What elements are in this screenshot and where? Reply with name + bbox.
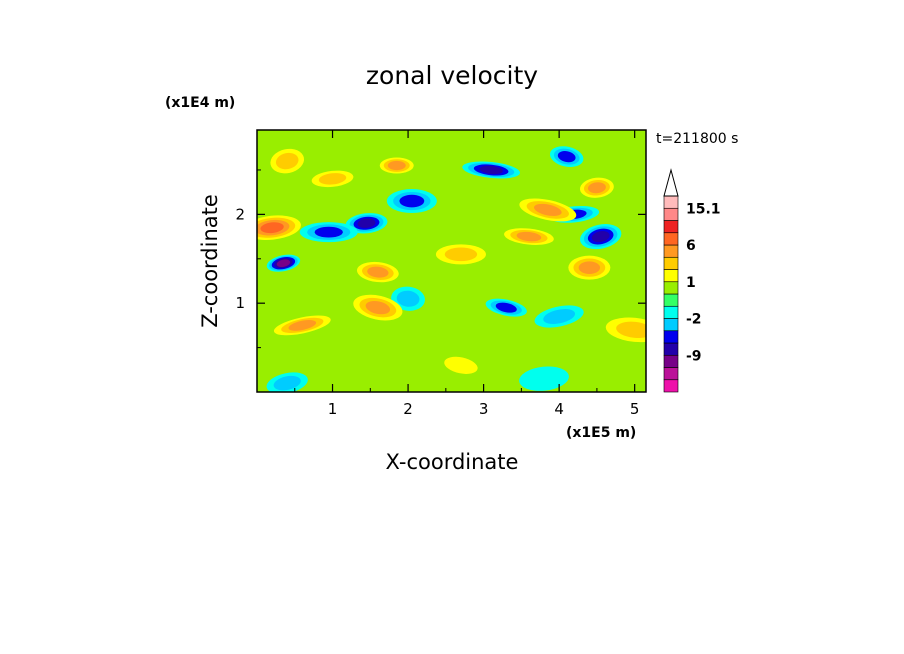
- plot-frame: [256, 129, 647, 393]
- colorbar-swatch: [663, 318, 679, 332]
- contour-feature: [266, 254, 301, 272]
- contour-feature: [386, 189, 437, 214]
- colorbar-extend-arrow: [663, 168, 679, 197]
- contour-band: [495, 302, 517, 313]
- colorbar-swatch: [663, 379, 679, 393]
- contour-feature: [534, 305, 584, 328]
- colorbar-swatch: [663, 354, 679, 368]
- colorbar-swatch: [663, 244, 679, 258]
- colorbar-swatch: [663, 207, 679, 221]
- colorbar-label: 6: [686, 238, 696, 254]
- contour-feature: [266, 372, 308, 392]
- contour-band: [616, 321, 646, 339]
- contour-band: [357, 218, 376, 229]
- contour-feature: [519, 198, 577, 222]
- contour-band: [591, 231, 610, 243]
- contour-band: [557, 151, 576, 163]
- contour-feature: [273, 315, 331, 336]
- colorbar-label: 1: [686, 275, 696, 291]
- contour-band: [365, 300, 391, 315]
- contour-feature: [311, 170, 354, 188]
- contour-feature: [270, 148, 305, 174]
- contour-band: [396, 290, 420, 307]
- contour-band: [273, 375, 301, 391]
- contour-feature: [549, 146, 584, 168]
- y-tick-label: 2: [235, 205, 245, 223]
- x-axis: 1 2 3 4 5: [294, 130, 640, 418]
- contour-feature: [299, 222, 358, 243]
- contour-feature: [379, 157, 414, 174]
- contour-feature: [435, 244, 486, 265]
- y-axis: 12: [235, 169, 646, 349]
- plot-area: [257, 130, 646, 392]
- x-tick-label: 1: [328, 400, 338, 418]
- contour-band: [367, 266, 389, 278]
- contour-feature: [391, 286, 426, 311]
- colorbar-swatch: [663, 232, 679, 246]
- contour-feature: [568, 255, 611, 280]
- colorbar-swatch: [663, 342, 679, 356]
- contour-feature: [579, 224, 622, 250]
- x-tick-label: 5: [630, 400, 640, 418]
- x-tick-label: 2: [403, 400, 413, 418]
- contour-band: [387, 160, 406, 171]
- colorbar: 15.1 6 1 -2 -9: [663, 168, 721, 393]
- contour-band: [275, 152, 299, 170]
- contour-band: [543, 309, 576, 324]
- contour-band: [444, 356, 478, 374]
- x-tick-label: 4: [554, 400, 564, 418]
- contour-feature: [444, 356, 478, 374]
- contour-feature: [504, 228, 554, 245]
- contour-feature: [605, 317, 646, 343]
- contour-feature: [485, 298, 527, 317]
- colorbar-swatch: [663, 269, 679, 283]
- x-unit-label: (x1E5 m): [566, 425, 636, 441]
- colorbar-label: -9: [686, 348, 702, 364]
- contour-band: [519, 366, 569, 391]
- time-label: t=211800 s: [656, 131, 738, 147]
- contour-band: [276, 259, 291, 268]
- contour-band: [288, 320, 317, 331]
- colorbar-swatch: [663, 367, 679, 381]
- contour-band: [318, 173, 347, 185]
- contour-band: [479, 165, 503, 175]
- contour-band: [444, 247, 478, 262]
- colorbar-swatch: [663, 293, 679, 307]
- x-tick-label: 3: [479, 400, 489, 418]
- colorbar-swatch: [663, 220, 679, 234]
- colorbar-swatch: [663, 195, 679, 209]
- x-axis-label: X-coordinate: [386, 450, 519, 474]
- contour-feature: [519, 366, 569, 391]
- colorbar-label: 15.1: [686, 201, 721, 217]
- colorbar-swatch: [663, 330, 679, 344]
- colorbar-swatch: [663, 305, 679, 319]
- contour-feature: [462, 161, 521, 179]
- colorbar-label: -2: [686, 312, 702, 328]
- contour-band: [533, 203, 562, 216]
- contour-band: [314, 226, 343, 238]
- y-unit-label: (x1E4 m): [165, 95, 235, 111]
- contour-feature: [579, 177, 614, 198]
- y-axis-label: Z-coordinate: [198, 194, 222, 328]
- contour-band: [587, 182, 606, 194]
- contour-band: [399, 194, 425, 208]
- colorbar-swatch: [663, 256, 679, 270]
- contour-band: [260, 222, 284, 234]
- contour-band: [578, 261, 601, 274]
- contour-feature: [356, 261, 399, 283]
- chart-title: zonal velocity: [366, 61, 538, 90]
- contour-field: [257, 146, 646, 392]
- y-tick-label: 1: [235, 294, 245, 312]
- contour-feature: [353, 294, 403, 321]
- contour-feature: [345, 213, 388, 234]
- contour-band: [516, 231, 542, 242]
- colorbar-swatch: [663, 281, 679, 295]
